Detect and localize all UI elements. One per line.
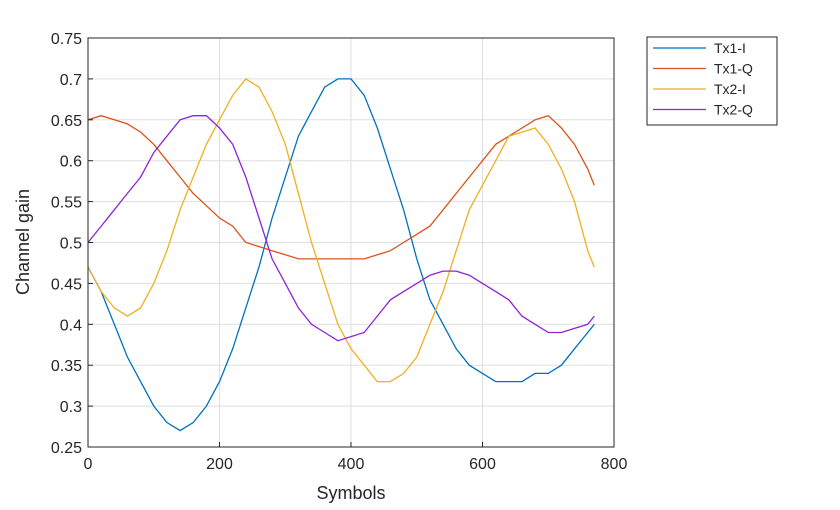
series-line-tx1-i	[87, 78, 595, 432]
grid	[87, 37, 615, 448]
y-axis-label: Channel gain	[13, 189, 33, 295]
y-tick-label: 0.5	[60, 236, 82, 253]
y-tick-label: 0.25	[51, 440, 82, 457]
series-line-tx1-q	[87, 114, 595, 260]
tick-labels: 0 200 400 600 800 0.25 0.3 0.35 0.4 0.45 0.5 0.55 0.…	[51, 31, 628, 473]
y-tick-label: 0.75	[51, 31, 82, 48]
legend[interactable]: Tx1-I Tx1-Q Tx2-I Tx2-Q	[646, 36, 778, 126]
x-tick-label: 200	[206, 456, 233, 473]
y-tick-label: 0.7	[60, 72, 82, 89]
y-tick-label: 0.6	[60, 154, 82, 171]
x-tick-label: 0	[84, 456, 93, 473]
legend-label: Tx1-Q	[714, 61, 753, 77]
y-tick-label: 0.45	[51, 276, 82, 293]
series-line-tx2-q	[87, 115, 595, 342]
legend-label: Tx2-I	[714, 81, 746, 97]
legend-box	[646, 36, 778, 126]
x-tick-label: 400	[338, 456, 365, 473]
legend-label: Tx1-I	[714, 40, 746, 56]
y-tick-label: 0.65	[51, 113, 82, 130]
legend-label: Tx2-Q	[714, 102, 753, 118]
y-tick-label: 0.35	[51, 358, 82, 375]
y-tick-label: 0.3	[60, 399, 82, 416]
series-lines	[87, 78, 595, 432]
x-tick-label: 600	[469, 456, 496, 473]
y-tick-label: 0.55	[51, 195, 82, 212]
y-tick-label: 0.4	[60, 317, 82, 334]
x-tick-label: 800	[601, 456, 628, 473]
x-axis-label: Symbols	[316, 483, 385, 503]
series-line-tx2-i	[87, 78, 595, 383]
